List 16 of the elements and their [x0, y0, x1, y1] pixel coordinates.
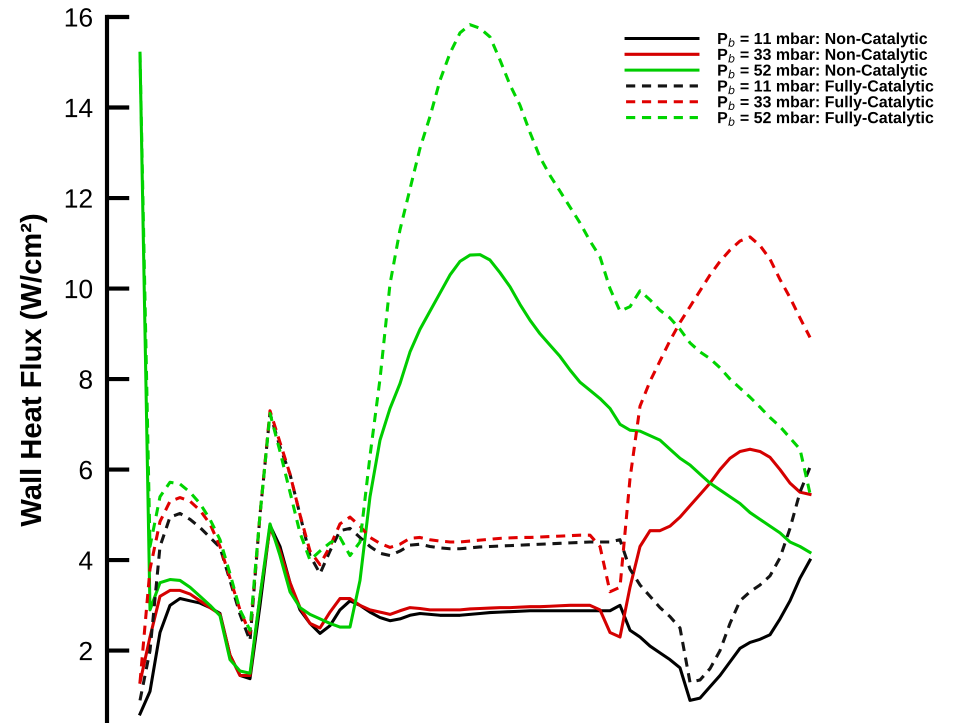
y-tick-label: 16 — [66, 8, 92, 27]
y-axis-title: Wall Heat Flux (W/cm²) — [20, 214, 48, 527]
legend-label: P$_{b}$ = 11 mbar: Non-Catalytic — [718, 32, 928, 48]
y-tick-label: 4 — [79, 551, 92, 570]
y-tick-label: 14 — [66, 98, 92, 118]
y-tick-label: 2 — [80, 642, 92, 660]
legend-label: P$_{b}$ = 33 mbar: Fully-Catalytic — [718, 96, 934, 111]
y-tick-label: 8 — [80, 370, 92, 389]
y-tick-label: 6 — [80, 460, 92, 480]
legend-label: P$_{b}$ = 52 mbar: Fully-Catalytic — [718, 112, 934, 126]
legend-label: P$_{b}$ = 52 mbar: Non-Catalytic — [718, 64, 928, 79]
legend-label: P$_{b}$ = 33 mbar: Non-Catalytic — [718, 48, 928, 64]
legend-label: P$_{b}$ = 11 mbar: Fully-Catalytic — [718, 80, 934, 95]
y-tick-label: 10 — [66, 280, 92, 298]
y-tick-label: 12 — [66, 189, 92, 208]
line-series — [138, 235, 812, 684]
